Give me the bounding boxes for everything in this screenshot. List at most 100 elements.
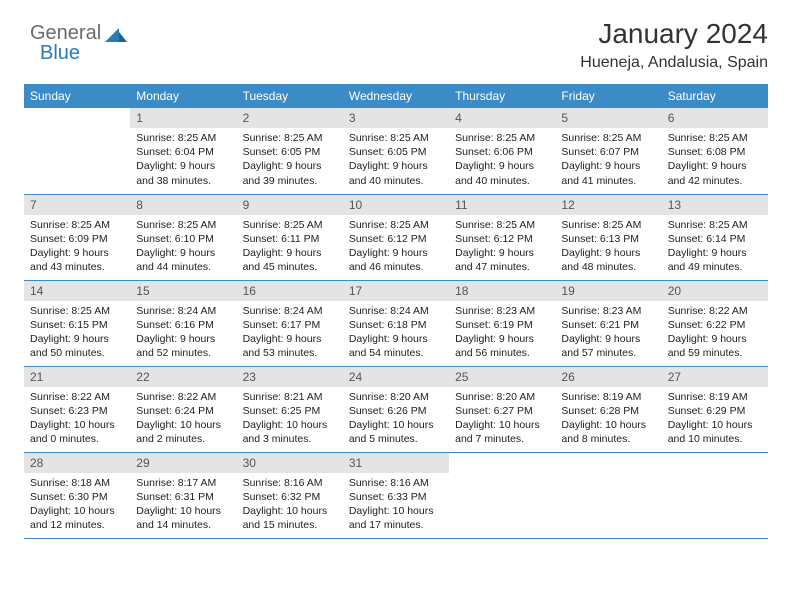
sunset-text: Sunset: 6:06 PM — [455, 145, 549, 159]
day-content: Sunrise: 8:25 AMSunset: 6:12 PMDaylight:… — [449, 215, 555, 279]
header: January 2024 Hueneja, Andalusia, Spain — [24, 18, 768, 72]
calendar-table: Sunday Monday Tuesday Wednesday Thursday… — [24, 84, 768, 539]
calendar-cell: 4Sunrise: 8:25 AMSunset: 6:06 PMDaylight… — [449, 108, 555, 194]
sunrise-text: Sunrise: 8:22 AM — [668, 304, 762, 318]
sunset-text: Sunset: 6:09 PM — [30, 232, 124, 246]
day-number: 12 — [555, 195, 661, 215]
sunrise-text: Sunrise: 8:21 AM — [243, 390, 337, 404]
day-content: Sunrise: 8:25 AMSunset: 6:14 PMDaylight:… — [662, 215, 768, 279]
sunset-text: Sunset: 6:12 PM — [455, 232, 549, 246]
day-header: Saturday — [662, 84, 768, 108]
day-content: Sunrise: 8:22 AMSunset: 6:24 PMDaylight:… — [130, 387, 236, 451]
calendar-cell: 3Sunrise: 8:25 AMSunset: 6:05 PMDaylight… — [343, 108, 449, 194]
sunset-text: Sunset: 6:12 PM — [349, 232, 443, 246]
calendar-cell: 8Sunrise: 8:25 AMSunset: 6:10 PMDaylight… — [130, 194, 236, 280]
calendar-cell: 30Sunrise: 8:16 AMSunset: 6:32 PMDayligh… — [237, 452, 343, 538]
calendar-cell: 15Sunrise: 8:24 AMSunset: 6:16 PMDayligh… — [130, 280, 236, 366]
daylight-text: Daylight: 9 hours and 48 minutes. — [561, 246, 655, 274]
day-content: Sunrise: 8:25 AMSunset: 6:11 PMDaylight:… — [237, 215, 343, 279]
sunrise-text: Sunrise: 8:25 AM — [561, 218, 655, 232]
daylight-text: Daylight: 9 hours and 56 minutes. — [455, 332, 549, 360]
day-content: Sunrise: 8:25 AMSunset: 6:05 PMDaylight:… — [237, 128, 343, 192]
calendar-cell: 7Sunrise: 8:25 AMSunset: 6:09 PMDaylight… — [24, 194, 130, 280]
daylight-text: Daylight: 9 hours and 45 minutes. — [243, 246, 337, 274]
daylight-text: Daylight: 10 hours and 8 minutes. — [561, 418, 655, 446]
daylight-text: Daylight: 9 hours and 42 minutes. — [668, 159, 762, 187]
daylight-text: Daylight: 10 hours and 5 minutes. — [349, 418, 443, 446]
day-content: Sunrise: 8:23 AMSunset: 6:19 PMDaylight:… — [449, 301, 555, 365]
location: Hueneja, Andalusia, Spain — [24, 54, 768, 72]
day-content: Sunrise: 8:25 AMSunset: 6:08 PMDaylight:… — [662, 128, 768, 192]
day-number: 16 — [237, 281, 343, 301]
day-content: Sunrise: 8:25 AMSunset: 6:05 PMDaylight:… — [343, 128, 449, 192]
calendar-cell: 29Sunrise: 8:17 AMSunset: 6:31 PMDayligh… — [130, 452, 236, 538]
calendar-cell: 10Sunrise: 8:25 AMSunset: 6:12 PMDayligh… — [343, 194, 449, 280]
day-number: 27 — [662, 367, 768, 387]
calendar-cell: 28Sunrise: 8:18 AMSunset: 6:30 PMDayligh… — [24, 452, 130, 538]
daylight-text: Daylight: 10 hours and 10 minutes. — [668, 418, 762, 446]
sunrise-text: Sunrise: 8:25 AM — [243, 218, 337, 232]
day-number: 15 — [130, 281, 236, 301]
day-content: Sunrise: 8:24 AMSunset: 6:18 PMDaylight:… — [343, 301, 449, 365]
day-number: 2 — [237, 108, 343, 128]
calendar-cell: 14Sunrise: 8:25 AMSunset: 6:15 PMDayligh… — [24, 280, 130, 366]
day-header: Friday — [555, 84, 661, 108]
daylight-text: Daylight: 10 hours and 17 minutes. — [349, 504, 443, 532]
calendar-cell: 24Sunrise: 8:20 AMSunset: 6:26 PMDayligh… — [343, 366, 449, 452]
sunrise-text: Sunrise: 8:25 AM — [455, 131, 549, 145]
day-content: Sunrise: 8:24 AMSunset: 6:16 PMDaylight:… — [130, 301, 236, 365]
day-number: 4 — [449, 108, 555, 128]
sunrise-text: Sunrise: 8:25 AM — [136, 218, 230, 232]
calendar-body: 1Sunrise: 8:25 AMSunset: 6:04 PMDaylight… — [24, 108, 768, 538]
day-number: 3 — [343, 108, 449, 128]
day-header: Wednesday — [343, 84, 449, 108]
sunrise-text: Sunrise: 8:24 AM — [243, 304, 337, 318]
daylight-text: Daylight: 9 hours and 54 minutes. — [349, 332, 443, 360]
sunset-text: Sunset: 6:27 PM — [455, 404, 549, 418]
calendar-cell: 23Sunrise: 8:21 AMSunset: 6:25 PMDayligh… — [237, 366, 343, 452]
day-header-row: Sunday Monday Tuesday Wednesday Thursday… — [24, 84, 768, 108]
day-content: Sunrise: 8:23 AMSunset: 6:21 PMDaylight:… — [555, 301, 661, 365]
daylight-text: Daylight: 9 hours and 39 minutes. — [243, 159, 337, 187]
sunrise-text: Sunrise: 8:22 AM — [136, 390, 230, 404]
sunset-text: Sunset: 6:08 PM — [668, 145, 762, 159]
sunset-text: Sunset: 6:29 PM — [668, 404, 762, 418]
daylight-text: Daylight: 9 hours and 40 minutes. — [455, 159, 549, 187]
sunrise-text: Sunrise: 8:19 AM — [561, 390, 655, 404]
calendar-cell: 2Sunrise: 8:25 AMSunset: 6:05 PMDaylight… — [237, 108, 343, 194]
sunset-text: Sunset: 6:32 PM — [243, 490, 337, 504]
sunrise-text: Sunrise: 8:24 AM — [136, 304, 230, 318]
day-number: 30 — [237, 453, 343, 473]
sunset-text: Sunset: 6:17 PM — [243, 318, 337, 332]
day-content: Sunrise: 8:19 AMSunset: 6:29 PMDaylight:… — [662, 387, 768, 451]
day-number: 24 — [343, 367, 449, 387]
calendar-cell: 9Sunrise: 8:25 AMSunset: 6:11 PMDaylight… — [237, 194, 343, 280]
sunrise-text: Sunrise: 8:25 AM — [30, 304, 124, 318]
calendar-cell: 11Sunrise: 8:25 AMSunset: 6:12 PMDayligh… — [449, 194, 555, 280]
calendar-cell: 18Sunrise: 8:23 AMSunset: 6:19 PMDayligh… — [449, 280, 555, 366]
sunrise-text: Sunrise: 8:24 AM — [349, 304, 443, 318]
sunrise-text: Sunrise: 8:25 AM — [349, 131, 443, 145]
logo-triangle-icon — [105, 26, 127, 42]
sunset-text: Sunset: 6:26 PM — [349, 404, 443, 418]
calendar-cell: 22Sunrise: 8:22 AMSunset: 6:24 PMDayligh… — [130, 366, 236, 452]
sunrise-text: Sunrise: 8:25 AM — [136, 131, 230, 145]
calendar-cell: 19Sunrise: 8:23 AMSunset: 6:21 PMDayligh… — [555, 280, 661, 366]
calendar-cell: 12Sunrise: 8:25 AMSunset: 6:13 PMDayligh… — [555, 194, 661, 280]
day-number: 6 — [662, 108, 768, 128]
sunrise-text: Sunrise: 8:25 AM — [455, 218, 549, 232]
daylight-text: Daylight: 10 hours and 3 minutes. — [243, 418, 337, 446]
sunrise-text: Sunrise: 8:22 AM — [30, 390, 124, 404]
day-number: 5 — [555, 108, 661, 128]
day-content: Sunrise: 8:25 AMSunset: 6:06 PMDaylight:… — [449, 128, 555, 192]
day-content: Sunrise: 8:18 AMSunset: 6:30 PMDaylight:… — [24, 473, 130, 537]
day-number: 11 — [449, 195, 555, 215]
calendar-row: 21Sunrise: 8:22 AMSunset: 6:23 PMDayligh… — [24, 366, 768, 452]
calendar-cell: 26Sunrise: 8:19 AMSunset: 6:28 PMDayligh… — [555, 366, 661, 452]
day-number: 20 — [662, 281, 768, 301]
daylight-text: Daylight: 10 hours and 14 minutes. — [136, 504, 230, 532]
sunrise-text: Sunrise: 8:17 AM — [136, 476, 230, 490]
day-content: Sunrise: 8:19 AMSunset: 6:28 PMDaylight:… — [555, 387, 661, 451]
sunrise-text: Sunrise: 8:19 AM — [668, 390, 762, 404]
day-content: Sunrise: 8:25 AMSunset: 6:10 PMDaylight:… — [130, 215, 236, 279]
